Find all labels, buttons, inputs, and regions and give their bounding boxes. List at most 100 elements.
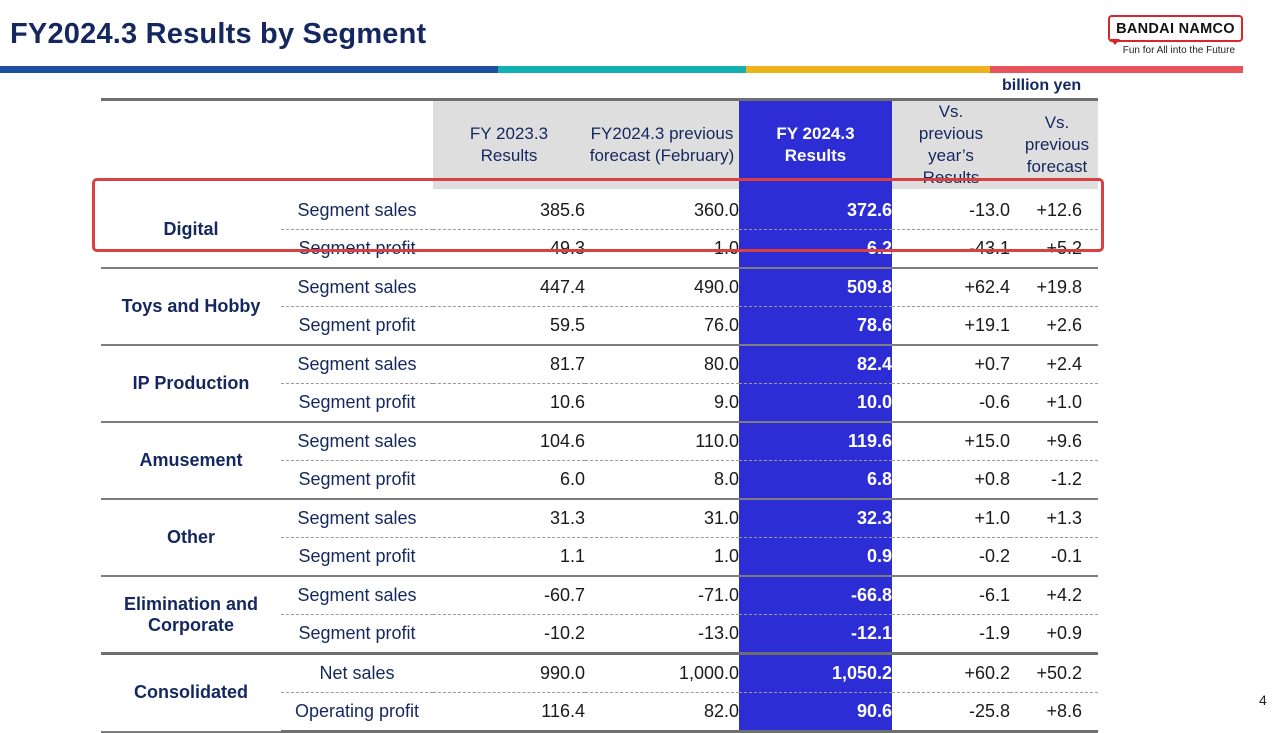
value-vs-previous-forecast: +19.8 [1010,268,1098,307]
value-fy2024-results: -12.1 [739,614,892,655]
value-fy2023-results: 116.4 [433,692,585,733]
header-fy2023-results: FY 2023.3 Results [433,99,585,189]
value-fy2023-results: 6.0 [433,460,585,500]
value-previous-forecast: 1,000.0 [585,652,739,693]
value-previous-forecast: 31.0 [585,499,739,538]
value-fy2023-results: 385.6 [433,192,585,230]
header-blank-metric [281,99,433,189]
table-row-toys-and-hobby-segment-profit: Segment profit 59.5 76.0 78.6 +19.1 +2.6 [101,306,1098,346]
value-vs-previous-year: +0.8 [892,460,1010,500]
header-previous-forecast: FY2024.3 previous forecast (February) [585,99,739,189]
value-fy2024-results: 372.6 [739,192,892,230]
value-previous-forecast: 76.0 [585,306,739,346]
value-previous-forecast: 1.0 [585,229,739,269]
metric-label: Segment profit [281,229,433,269]
table-row-amusement-segment-profit: Segment profit 6.0 8.0 6.8 +0.8 -1.2 [101,460,1098,500]
value-vs-previous-forecast: +50.2 [1010,652,1098,693]
value-fy2024-results: 6.8 [739,460,892,500]
value-fy2024-results: 0.9 [739,537,892,577]
metric-label: Segment sales [281,345,433,384]
value-vs-previous-year: +15.0 [892,422,1010,461]
value-previous-forecast: 82.0 [585,692,739,733]
value-fy2024-results: 1,050.2 [739,652,892,693]
table-row-ip-production-segment-profit: Segment profit 10.6 9.0 10.0 -0.6 +1.0 [101,383,1098,423]
value-fy2023-results: 81.7 [433,345,585,384]
value-vs-previous-year: +62.4 [892,268,1010,307]
metric-label: Segment sales [281,422,433,461]
value-previous-forecast: -13.0 [585,614,739,655]
metric-label: Operating profit [281,692,433,733]
spacer-cell [101,189,281,192]
value-vs-previous-forecast: +2.4 [1010,345,1098,384]
segment-name-ip-production: IP Production [101,345,281,423]
value-fy2024-results: -66.8 [739,576,892,615]
value-vs-previous-year: -13.0 [892,192,1010,230]
slide-title: FY2024.3 Results by Segment [10,18,427,50]
table-row-amusement-segment-sales: Amusement Segment sales 104.6 110.0 119.6 +15… [101,422,1098,500]
segment-name-digital: Digital [101,192,281,269]
table-row-elimination-and-corporate-segment-sales: Elimination and Corporate Segment sales -6… [101,576,1098,655]
value-vs-previous-year: +60.2 [892,652,1010,693]
header-stripe-pink [990,66,1243,73]
value-fy2023-results: 59.5 [433,306,585,346]
value-fy2024-results: 82.4 [739,345,892,384]
header-fy2024-results: FY 2024.3 Results [739,99,892,189]
table-row-ip-production-segment-sales: IP Production Segment sales 81.7 80.0 82.4 +0… [101,345,1098,423]
value-vs-previous-year: -25.8 [892,692,1010,733]
segment-name-amusement: Amusement [101,422,281,500]
value-fy2023-results: 10.6 [433,383,585,423]
value-fy2024-results: 90.6 [739,692,892,733]
value-fy2023-results: -60.7 [433,576,585,615]
metric-label: Segment profit [281,306,433,346]
value-vs-previous-forecast: +0.9 [1010,614,1098,655]
metric-label: Segment profit [281,614,433,655]
value-vs-previous-year: -0.6 [892,383,1010,423]
logo-tagline: Fun for All into the Future [1122,45,1235,56]
value-vs-previous-forecast: +1.3 [1010,499,1098,538]
value-previous-forecast: 1.0 [585,537,739,577]
value-fy2023-results: -10.2 [433,614,585,655]
value-fy2023-results: 447.4 [433,268,585,307]
value-vs-previous-forecast: -1.2 [1010,460,1098,500]
metric-label: Segment sales [281,499,433,538]
value-vs-previous-forecast: +12.6 [1010,192,1098,230]
table-row-toys-and-hobby-segment-sales: Toys and Hobby Segment sales 447.4 490.0 509… [101,268,1098,346]
table-row-digital-segment-sales: Digital Segment sales 385.6 360.0 372.6 -13.0… [101,192,1098,269]
value-vs-previous-year: +1.0 [892,499,1010,538]
bandai-namco-logo: BANDAI NAMCO Fun for All into the Future [1108,15,1243,56]
metric-label: Net sales [281,652,433,693]
header-vs-previous-year: Vs. previous year’s Results [892,99,1010,189]
value-fy2023-results: 31.3 [433,499,585,538]
metric-label: Segment profit [281,537,433,577]
value-vs-previous-forecast: +4.2 [1010,576,1098,615]
value-fy2024-results: 78.6 [739,306,892,346]
value-fy2023-results: 49.3 [433,229,585,269]
spacer-cell [281,189,433,192]
value-previous-forecast: 110.0 [585,422,739,461]
header-stripe-yellow [746,66,990,73]
table-row-other-segment-profit: Segment profit 1.1 1.0 0.9 -0.2 -0.1 [101,537,1098,577]
metric-label: Segment profit [281,383,433,423]
value-vs-previous-year: +0.7 [892,345,1010,384]
value-previous-forecast: 9.0 [585,383,739,423]
value-vs-previous-year: -6.1 [892,576,1010,615]
value-vs-previous-forecast: -0.1 [1010,537,1098,577]
metric-label: Segment sales [281,192,433,230]
segment-name-toys-and-hobby: Toys and Hobby [101,268,281,346]
segment-name-elimination-and-corporate: Elimination and Corporate [101,576,281,655]
header-vs-previous-forecast: Vs. previous forecast [1010,99,1098,189]
table-row-consolidated-net-sales: Consolidated Net sales 990.0 1,000.0 1,050.2… [101,652,1098,733]
value-fy2023-results: 1.1 [433,537,585,577]
spacer-cell [739,189,892,192]
table-header-row: FY 2023.3 Results FY2024.3 previous fore… [101,99,1098,189]
value-previous-forecast: 80.0 [585,345,739,384]
value-vs-previous-year: -0.2 [892,537,1010,577]
spacer-cell [1010,189,1098,192]
segment-name-consolidated: Consolidated [101,652,281,733]
value-vs-previous-forecast: +9.6 [1010,422,1098,461]
spacer-cell [892,189,1010,192]
header-stripe-blue [0,66,498,73]
value-vs-previous-year: +19.1 [892,306,1010,346]
page-number: 4 [1259,692,1267,708]
metric-label: Segment sales [281,268,433,307]
